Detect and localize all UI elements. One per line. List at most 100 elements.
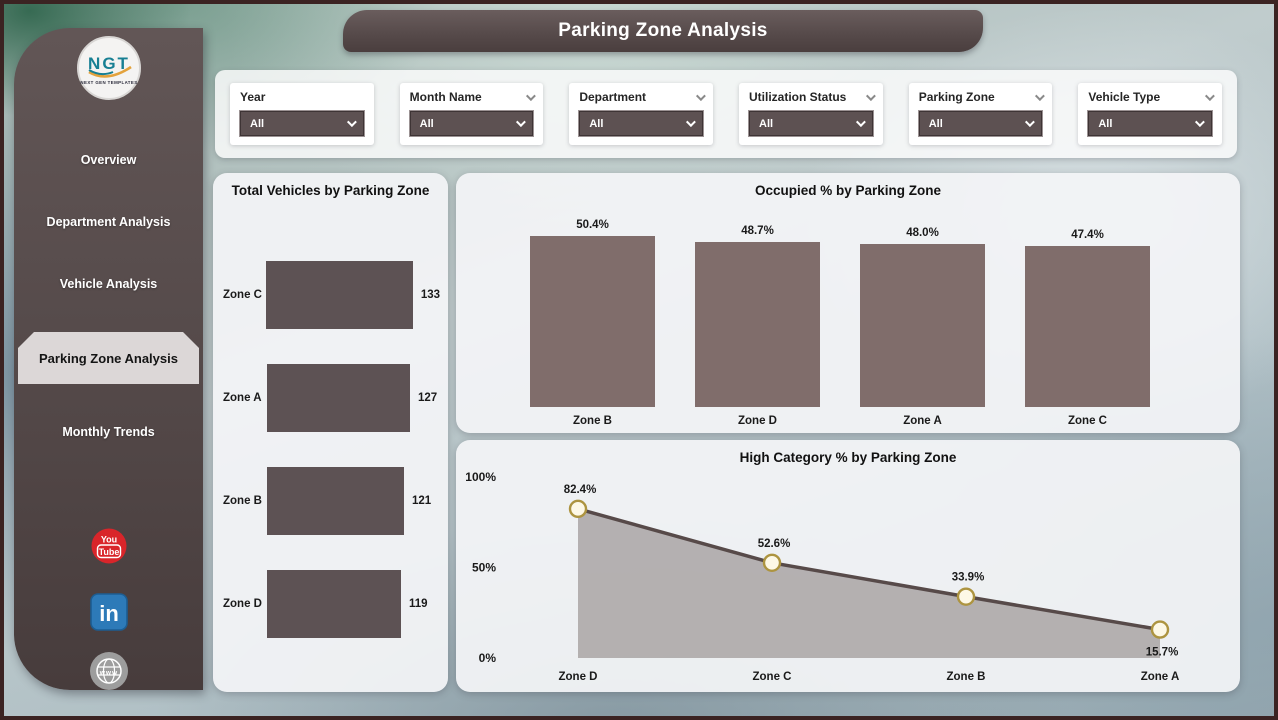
filter-bar: Year All Month Name All Department	[215, 70, 1237, 158]
chart-title: Total Vehicles by Parking Zone	[231, 183, 430, 198]
hbar-plot: Zone C 133 Zone A 127 Zone B 121 Zone D 119	[223, 243, 440, 655]
category-label: Zone B	[223, 494, 262, 507]
chevron-down-icon	[855, 117, 866, 128]
bar-zone-c[interactable]	[266, 260, 413, 329]
filter-label: Month Name	[409, 90, 482, 104]
logo-text: NGT	[88, 54, 130, 73]
category-label: Zone C	[753, 671, 792, 683]
chevron-down-icon	[685, 117, 696, 128]
value-label: 121	[412, 494, 432, 507]
bar-zone-b[interactable]	[530, 236, 655, 407]
hbar-row-zone-a: Zone A 127	[223, 346, 440, 449]
y-axis-tick: 100%	[465, 470, 496, 484]
area-plot: 100% 50% 0% 82.4% Zone D 52.6% Zone C 33.9% Zone…	[465, 470, 1179, 683]
value-label: 119	[409, 597, 428, 610]
hbar-row-zone-b: Zone B 121	[223, 449, 440, 552]
chevron-down-icon	[516, 117, 527, 128]
filter-label: Vehicle Type	[1088, 90, 1161, 104]
sidebar-social: You Tube in www	[14, 28, 203, 690]
filter-label: Department	[579, 90, 647, 104]
filter-utilization-status: Utilization Status All	[739, 83, 883, 145]
filter-label: Year	[240, 90, 266, 104]
data-point-zone-a[interactable]	[1150, 620, 1170, 639]
bar-zone-d[interactable]	[267, 569, 401, 638]
youtube-icon[interactable]: You Tube	[91, 528, 127, 569]
linkedin-icon[interactable]: in	[89, 593, 128, 636]
data-point-zone-d[interactable]	[568, 499, 588, 519]
column-categories: Zone B Zone D Zone A Zone C	[530, 415, 1182, 427]
value-label: 48.7%	[741, 225, 774, 237]
sidebar-item-vehicle-analysis[interactable]: Vehicle Analysis	[59, 277, 158, 291]
bar-zone-c[interactable]	[1025, 246, 1150, 407]
category-label: Zone D	[223, 597, 262, 610]
category-label: Zone A	[223, 391, 262, 404]
filter-label: Parking Zone	[918, 90, 995, 104]
chevron-down-icon	[1025, 117, 1036, 128]
logo-swoosh-teal	[87, 69, 113, 76]
column-plot: 50.4% 48.7% 48.0% 47.4%	[530, 213, 1182, 407]
globe-www-icon[interactable]: www	[89, 652, 128, 695]
page-title-bar: Parking Zone Analysis	[343, 10, 983, 52]
filter-dropdown-vehicle-type[interactable]: All	[1087, 110, 1214, 137]
value-label: 50.4%	[576, 219, 609, 231]
svg-text:www: www	[98, 669, 117, 676]
filter-dropdown-utilization-status[interactable]: All	[748, 110, 874, 137]
sidebar: NGT NEXT GEN TEMPLATES Overview Departmen…	[14, 28, 203, 690]
chevron-down-icon	[1194, 117, 1205, 128]
data-point-zone-c[interactable]	[762, 553, 782, 572]
sidebar-item-department-analysis[interactable]: Department Analysis	[46, 215, 171, 229]
sidebar-item-parking-zone-analysis[interactable]: Parking Zone Analysis	[18, 332, 199, 384]
data-point-zone-b[interactable]	[956, 587, 976, 606]
logo-subtext: NEXT GEN TEMPLATES	[80, 80, 137, 85]
chart-occupied-pct: Occupied % by Parking Zone 50.4% 48.7% 48.…	[456, 173, 1240, 433]
chevron-down-icon[interactable]	[1204, 90, 1215, 101]
area-fill	[578, 508, 1160, 658]
svg-text:You: You	[100, 535, 116, 545]
filter-value: All	[1098, 117, 1113, 130]
chevron-down-icon[interactable]	[865, 90, 876, 101]
filter-value: All	[759, 117, 774, 130]
value-label: 33.9%	[952, 572, 985, 584]
column-zone-b: 50.4%	[530, 213, 655, 407]
filter-vehicle-type: Vehicle Type All	[1078, 83, 1223, 145]
value-label: 48.0%	[906, 227, 939, 239]
bar-zone-a[interactable]	[267, 363, 410, 432]
chevron-down-icon[interactable]	[1035, 90, 1046, 101]
chevron-down-icon[interactable]	[526, 90, 537, 101]
filter-dropdown-parking-zone[interactable]: All	[917, 110, 1044, 137]
filter-month-name: Month Name All	[399, 83, 544, 145]
column-zone-d: 48.7%	[695, 213, 820, 407]
sidebar-item-overview[interactable]: Overview	[80, 153, 137, 167]
page-title: Parking Zone Analysis	[558, 20, 768, 41]
filter-value: All	[250, 117, 265, 130]
category-label: Zone D	[738, 415, 777, 427]
chart-title: High Category % by Parking Zone	[739, 450, 957, 465]
category-label: Zone B	[573, 415, 612, 427]
filter-dropdown-month-name[interactable]: All	[408, 110, 535, 137]
filter-year: Year All	[230, 83, 374, 145]
value-label: 52.6%	[758, 538, 791, 550]
filter-parking-zone: Parking Zone All	[908, 83, 1053, 145]
column-zone-a: 48.0%	[860, 213, 985, 407]
value-label: 82.4%	[564, 484, 597, 496]
filter-value: All	[928, 117, 943, 130]
category-label: Zone D	[559, 671, 598, 683]
hbar-row-zone-c: Zone C 133	[223, 243, 440, 346]
chevron-down-icon[interactable]	[695, 90, 706, 101]
y-axis-tick: 0%	[479, 651, 497, 665]
filter-label: Utilization Status	[749, 90, 847, 104]
sidebar-nav: Overview Department Analysis Vehicle Analy…	[20, 146, 197, 446]
filter-dropdown-year[interactable]: All	[239, 110, 365, 137]
category-label: Zone C	[223, 288, 262, 301]
value-label: 15.7%	[1146, 647, 1179, 659]
filter-dropdown-department[interactable]: All	[578, 110, 705, 137]
category-label: Zone A	[903, 415, 942, 427]
chart-title: Occupied % by Parking Zone	[754, 183, 942, 198]
bar-zone-a[interactable]	[860, 244, 985, 407]
sidebar-item-monthly-trends[interactable]: Monthly Trends	[62, 425, 155, 439]
bar-zone-b[interactable]	[267, 466, 404, 535]
bar-zone-d[interactable]	[695, 242, 820, 407]
filter-value: All	[419, 117, 434, 130]
ngt-logo: NGT NEXT GEN TEMPLATES	[14, 36, 203, 100]
